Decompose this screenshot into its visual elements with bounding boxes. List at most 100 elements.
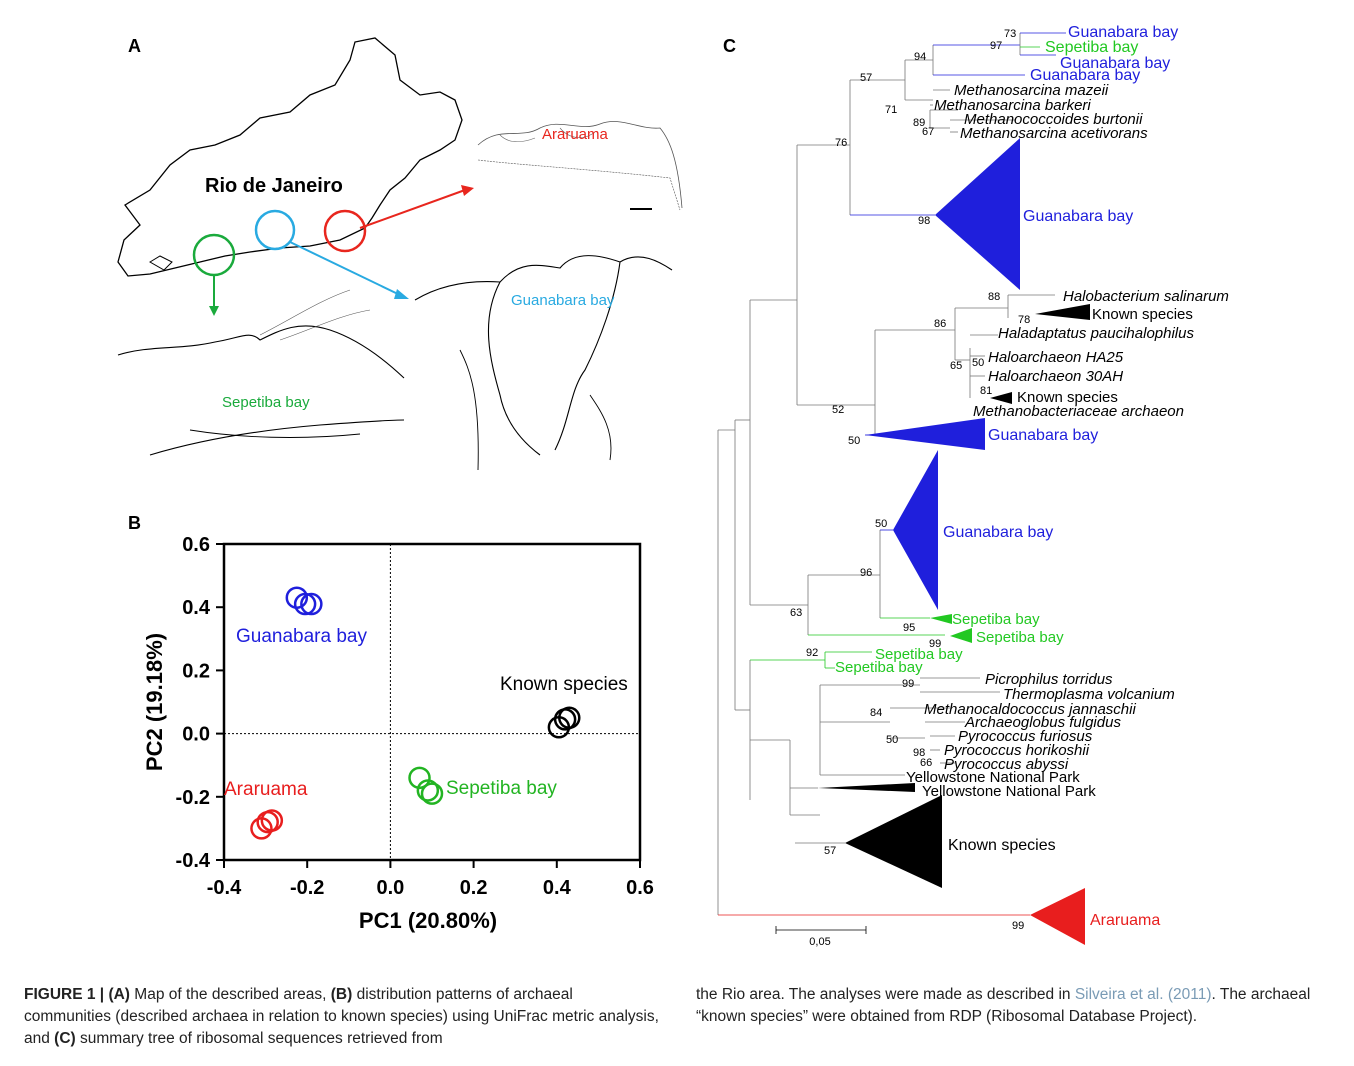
bootstrap-value: 50: [875, 518, 887, 530]
bootstrap-value: 97: [990, 40, 1002, 52]
bootstrap-value: 73: [1004, 28, 1016, 40]
leaf-label: Pyrococcus horikoshii: [944, 742, 1090, 759]
bootstrap-value: 94: [914, 51, 926, 63]
data-point: [420, 782, 444, 805]
clade-guanabara-1: [935, 138, 1020, 290]
x-tick-label: -0.4: [207, 877, 242, 899]
bootstrap-value: 81: [980, 385, 992, 397]
leaf-label: Guanabara bay: [1060, 55, 1170, 72]
map-region-label: Rio de Janeiro: [205, 175, 343, 197]
leaf-label: Methanococcoides burtonii: [964, 111, 1143, 128]
leaf-label: Sepetiba bay: [835, 659, 923, 676]
leaf-label: Methanosarcina acetivorans: [960, 125, 1148, 142]
bootstrap-value: 65: [950, 360, 962, 372]
leaf-label: Yellowstone National Park: [922, 783, 1096, 800]
leaf-label: Araruama: [1090, 912, 1160, 929]
x-tick-label: 0.0: [376, 877, 404, 899]
series-label: Sepetiba bay: [446, 778, 557, 799]
data-point: [300, 592, 323, 616]
x-axis-label: PC1 (20.80%): [359, 908, 497, 933]
citation-link[interactable]: Silveira et al. (2011): [1074, 986, 1212, 1003]
guanabara-marker-circle: [254, 209, 296, 251]
bootstrap-value: 96: [860, 567, 872, 579]
leaf-label: Guanabara bay: [1068, 24, 1178, 41]
panel-label-b: B: [128, 513, 141, 533]
x-tick-label: -0.2: [290, 877, 324, 899]
leaf-label: Guanabara bay: [943, 524, 1053, 541]
bootstrap-value: 86: [934, 318, 946, 330]
leaf-label: Haloarchaeon 30AH: [988, 368, 1123, 385]
bootstrap-value: 63: [790, 607, 802, 619]
bootstrap-value: 98: [913, 747, 925, 759]
leaf-label: Known species: [1017, 389, 1118, 406]
leaf-label: Archaeoglobus fulgidus: [964, 714, 1121, 731]
bootstrap-value: 50: [886, 734, 898, 746]
leaf-label: Haladaptatus paucihalophilus: [998, 325, 1194, 342]
leaf-label: Methanosarcina barkeri: [934, 97, 1091, 114]
leaf-label: Sepetiba bay: [952, 611, 1040, 628]
araruama-inset: Araruama: [477, 121, 683, 211]
data-point: [408, 766, 431, 790]
y-tick-label: 0.4: [182, 597, 211, 619]
leaf-label: Sepetiba bay: [875, 646, 963, 663]
x-tick-label: 0.6: [626, 877, 654, 899]
araruama-marker-circle: [323, 209, 367, 253]
clade-known-species-2: [990, 392, 1012, 404]
bootstrap-value: 88: [988, 291, 1000, 303]
series-label: Araruama: [224, 779, 308, 800]
plot-frame: [222, 542, 642, 862]
scale-bar-label: 0,05: [809, 936, 830, 948]
bootstrap-value: 95: [903, 622, 915, 634]
series-label: Known species: [500, 674, 628, 695]
data-point: [416, 779, 440, 802]
clade-known-species-3: [845, 795, 942, 888]
bootstrap-value: 92: [806, 647, 818, 659]
leaf-label: Guanabara bay: [1023, 208, 1133, 225]
leaf-label: Known species: [948, 837, 1056, 854]
leaf-label: Pyrococcus furiosus: [958, 728, 1093, 745]
figure-caption-left: FIGURE 1 | (A) Map of the described area…: [24, 986, 659, 1047]
phylogenetic-tree: 0,05 Guanabara bay Sepetiba bay Guanabara b…: [717, 24, 1229, 948]
bootstrap-value: 57: [860, 72, 872, 84]
bootstrap-value: 71: [885, 104, 897, 116]
panel-label-c: C: [723, 36, 736, 56]
clade-guanabara-3: [893, 450, 938, 610]
clade-known-species-1: [1035, 304, 1090, 320]
leaf-label: Halobacterium salinarum: [1063, 288, 1229, 305]
leaf-label: Picrophilus torridus: [985, 671, 1113, 688]
series-label: Guanabara bay: [236, 626, 367, 647]
x-tick-label: 0.4: [543, 877, 572, 899]
guanabara-inset: Guanabara bay: [414, 255, 673, 471]
bootstrap-value: 57: [824, 845, 836, 857]
y-tick-label: 0.2: [182, 660, 210, 682]
bootstrap-value: 98: [918, 215, 930, 227]
leaf-label: Haloarchaeon HA25: [988, 349, 1124, 366]
sepetiba-arrow-icon: [209, 306, 219, 316]
bootstrap-value: 50: [972, 357, 984, 369]
bootstrap-value: 84: [870, 707, 882, 719]
leaf-label: Yellowstone National Park: [906, 769, 1080, 786]
pca-scatter-chart: -0.4 -0.2 0.0 0.2 0.4 0.6 -0.4 -0.2 0.0 0.2 0.4 0.6…: [142, 534, 654, 933]
leaf-label: Thermoplasma volcanium: [1003, 686, 1175, 703]
bootstrap-value: 50: [848, 435, 860, 447]
bootstrap-value: 66: [920, 757, 932, 769]
araruama-arrow-icon: [461, 185, 474, 196]
leaf-label: Methanobacteriaceae archaeon: [973, 403, 1184, 420]
clade-sepetiba-1: [930, 614, 952, 624]
state-outline: [117, 37, 463, 277]
clade-araruama: [1030, 888, 1085, 945]
leaf-label: Pyrococcus abyssi: [944, 756, 1069, 773]
y-tick-label: 0.0: [182, 724, 210, 746]
clade-guanabara-2: [865, 418, 985, 450]
data-point: [558, 706, 581, 730]
panel-label-a: A: [128, 36, 141, 56]
sepetiba-inset-label: Sepetiba bay: [222, 394, 310, 411]
leaf-label: Methanosarcina mazeii: [954, 82, 1109, 99]
sepetiba-inset: Sepetiba bay: [117, 289, 405, 456]
guanabara-arrow-icon: [394, 289, 409, 299]
bootstrap-value: 99: [929, 638, 941, 650]
y-tick-label: 0.6: [182, 534, 210, 556]
bootstrap-value: 99: [1012, 920, 1024, 932]
rio-map: Rio de Janeiro Araruama Guanabara bay Se…: [117, 37, 683, 471]
bootstrap-value: 89: [913, 117, 925, 129]
